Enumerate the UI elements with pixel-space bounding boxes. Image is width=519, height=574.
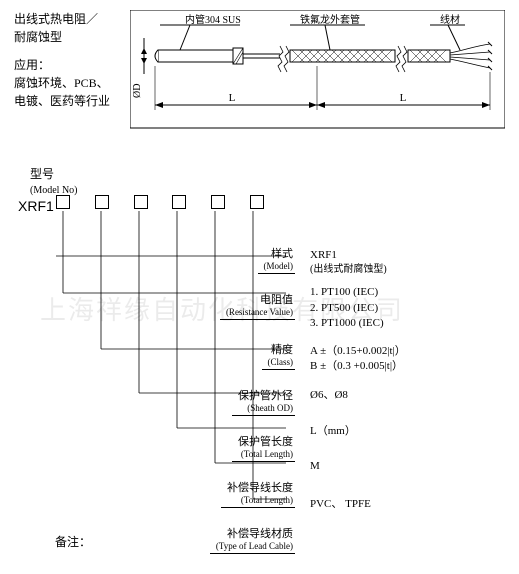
spec-cn: 保护管长度 [238, 436, 293, 449]
spec-en: (Model) [264, 261, 294, 272]
spec-en: (Class) [268, 357, 294, 368]
product-title-l1: 出线式热电阻／ [14, 10, 110, 28]
spec-val: A ±（0.15+0.002|t|） [310, 344, 406, 359]
application-label: 应用： [14, 56, 110, 74]
label-wire: 线材 [440, 13, 460, 26]
spec-cn: 电阻值 [226, 294, 293, 307]
spec-cn: 样式 [264, 248, 294, 261]
label-inner-tube: 内管304 SUS [185, 13, 241, 26]
model-box [172, 195, 186, 209]
spec-val: (出线式耐腐蚀型) [310, 263, 406, 277]
spec-val: M [310, 459, 406, 474]
model-box [56, 195, 70, 209]
model-box [250, 195, 264, 209]
spec-en: (Resistance Value) [226, 307, 293, 318]
label-outer-sleeve: 铁氟龙外套管 [300, 13, 360, 26]
spec-val: L（mm） [310, 424, 406, 439]
model-box [134, 195, 148, 209]
spec-en: (Sheath OD) [238, 403, 293, 414]
spec-cn: 保护管外径 [238, 390, 293, 403]
model-box [211, 195, 225, 209]
header-text-block: 出线式热电阻／ 耐腐蚀型 应用： 腐蚀环境、PCB、 电镀、医药等行业 [14, 10, 110, 110]
footnote: 备注： [55, 533, 91, 550]
spec-labels-column: 样式 (Model) 电阻值 (Resistance Value) 精度 (Cl… [175, 248, 295, 574]
spec-val: PVC、 TPFE [310, 497, 406, 512]
spec-val: 2. PT500 (IEC) [310, 301, 406, 316]
model-no-cn: 型号 [30, 167, 54, 181]
spec-val: XRF1 [310, 248, 406, 263]
model-boxes [56, 195, 286, 209]
model-box [95, 195, 109, 209]
dim-diameter: ØD [132, 84, 143, 98]
spec-en: (Total Length) [227, 495, 293, 506]
application-l1: 腐蚀环境、PCB、 [14, 74, 110, 92]
model-prefix: XRF1 [18, 198, 54, 214]
spec-val: 1. PT100 (IEC) [310, 285, 406, 300]
product-title-l2: 耐腐蚀型 [14, 28, 110, 46]
spec-val: 3. PT1000 (IEC) [310, 316, 406, 331]
spec-en: (Total Length) [238, 449, 293, 460]
model-no-label: 型号 (Model No) [30, 165, 78, 197]
spec-cn: 精度 [268, 344, 294, 357]
dim-l2: L [400, 92, 407, 104]
spec-en: (Type of Lead Cable) [216, 541, 293, 552]
spec-val: B ±（0.3 +0.005|t|） [310, 359, 406, 374]
spec-val: Ø6、Ø8 [310, 388, 406, 403]
spec-values-column: XRF1 (出线式耐腐蚀型) 1. PT100 (IEC) 2. PT500 (… [310, 248, 406, 520]
application-l2: 电镀、医药等行业 [14, 92, 110, 110]
technical-drawing: 内管304 SUS 铁氟龙外套管 线材 [130, 10, 505, 130]
dim-l1: L [229, 92, 236, 104]
spec-cn: 补偿导线材质 [216, 528, 293, 541]
spec-cn: 补偿导线长度 [227, 482, 293, 495]
